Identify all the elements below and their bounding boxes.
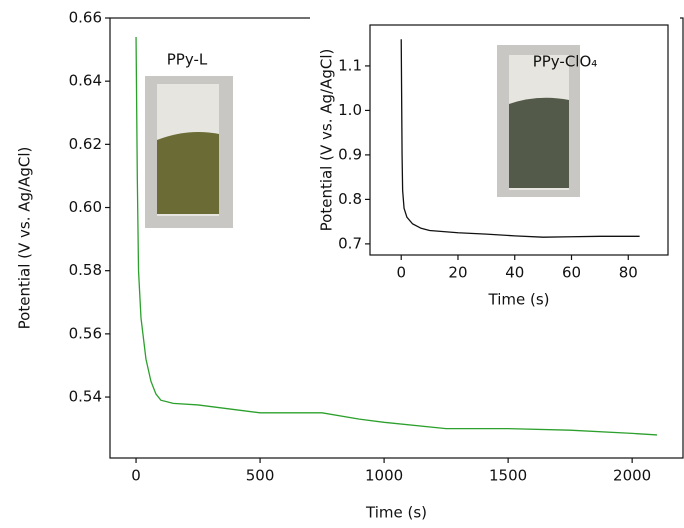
x-tick-label: 80	[619, 264, 638, 282]
y-axis-label: Potential (V vs. Ag/AgCl)	[16, 147, 34, 330]
x-tick-label: 20	[448, 264, 467, 282]
y-tick-label: 0.66	[69, 9, 102, 27]
y-tick-label: 0.8	[338, 190, 362, 208]
x-tick-label: 40	[505, 264, 524, 282]
axes-frame	[369, 24, 669, 256]
y-tick-label: 0.56	[69, 324, 102, 342]
x-tick-label: 0	[396, 264, 406, 282]
main-plot: 0 500 1000 1500 2000 0.66 0.64 0.62 0.60 0.58 0.56…	[16, 9, 684, 522]
y-tick-label: 0.9	[338, 145, 362, 163]
y-tick-label: 0.62	[69, 135, 102, 153]
y-tick-label: 0.64	[69, 72, 102, 90]
x-tick-label: 1500	[489, 467, 527, 485]
annotation: PPy-L	[167, 51, 208, 69]
y-tick-label: 1.0	[338, 101, 362, 119]
x-axis-label: Time (s)	[365, 504, 427, 522]
y-tick-label: 0.58	[69, 261, 102, 279]
y-tick-label: 0.60	[69, 198, 102, 216]
inset-background	[310, 15, 680, 307]
x-axis-label: Time (s)	[488, 291, 550, 309]
y-axis-label: Potential (V vs. Ag/AgCl)	[318, 49, 336, 232]
y-tick-label: 0.7	[338, 234, 362, 252]
data-line	[400, 39, 640, 238]
photo-main	[145, 76, 233, 228]
x-tick-label: 1000	[365, 467, 403, 485]
x-tick-label: 500	[246, 467, 275, 485]
y-tick-label: 0.54	[69, 388, 102, 406]
photo-inset	[497, 45, 580, 197]
data-line	[135, 36, 657, 436]
x-tick-label: 2000	[613, 467, 651, 485]
x-tick-label: 60	[562, 264, 581, 282]
annotation: PPy-ClO₄	[533, 53, 598, 71]
inset-plot: 0 20 40 60 80 0.7 0.8 0.9 1.0 1.1 Time (s) Potentia…	[310, 15, 680, 309]
x-tick-label: 0	[131, 467, 141, 485]
y-tick-label: 1.1	[338, 56, 362, 74]
